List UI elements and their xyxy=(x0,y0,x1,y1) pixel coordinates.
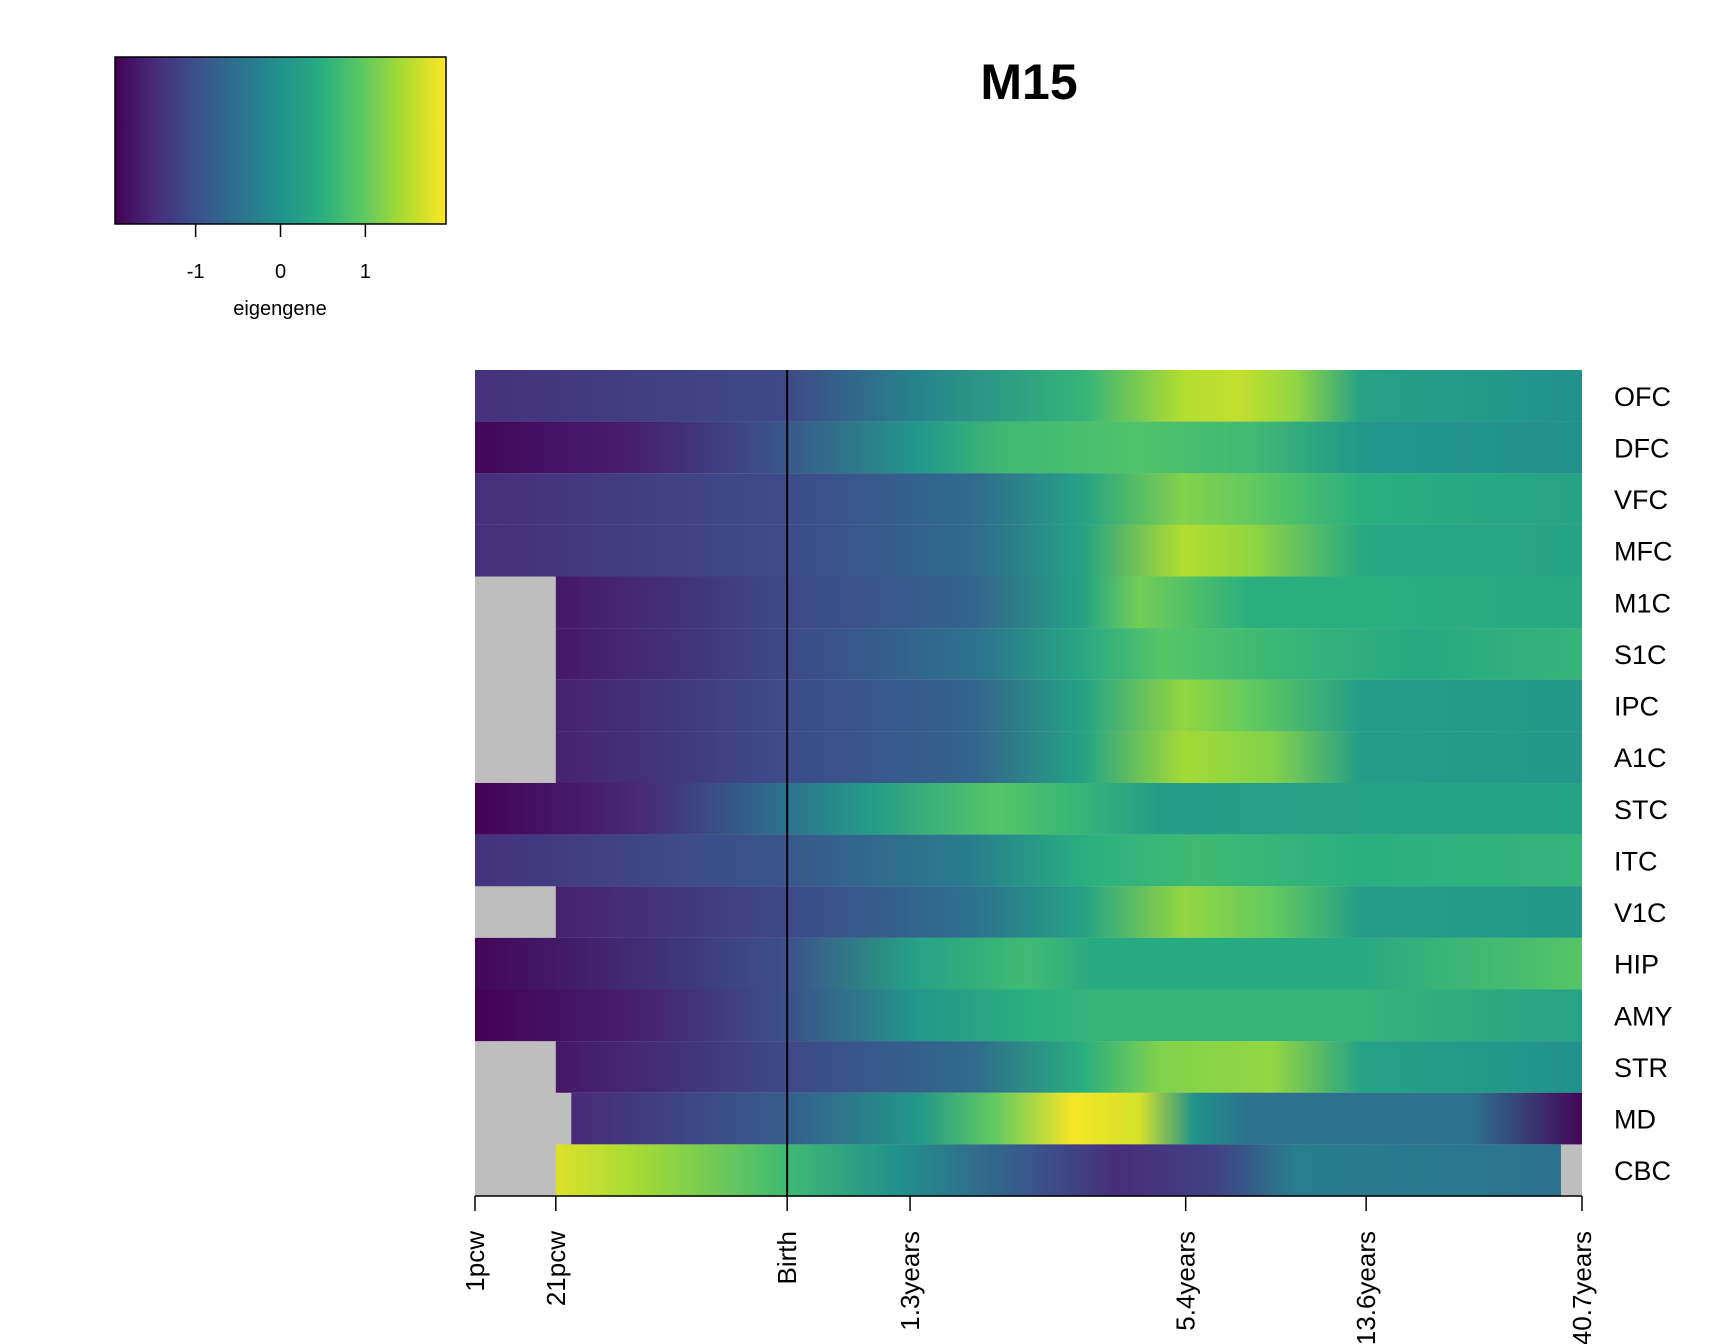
heatmap-row-md xyxy=(571,1092,1582,1145)
heatmap-row-amy xyxy=(475,989,1582,1042)
heatmap-row-ipc xyxy=(555,679,1582,732)
heatmap-row-str xyxy=(555,1041,1582,1094)
row-label-hip: HIP xyxy=(1614,950,1659,980)
heatmap-row-ofc xyxy=(475,370,1582,423)
x-tick-label: 40.7years xyxy=(1567,1231,1597,1344)
row-label-v1c: V1C xyxy=(1614,898,1667,928)
row-label-vfc: VFC xyxy=(1614,485,1668,515)
row-label-a1c: A1C xyxy=(1614,743,1667,773)
heatmap-row-a1c xyxy=(555,731,1582,784)
colorbar-label: eigengene xyxy=(233,298,326,320)
row-label-str: STR xyxy=(1614,1053,1668,1083)
colorbar-tick-label: 0 xyxy=(275,261,286,283)
colorbar-gradient xyxy=(114,56,447,225)
x-tick-label: 1pcw xyxy=(460,1231,490,1292)
colorbar-legend: -1 0 1 eigengene xyxy=(114,56,447,320)
row-label-mfc: MFC xyxy=(1614,537,1672,567)
colorbar-tick-label: 1 xyxy=(360,261,371,283)
x-tick-label: Birth xyxy=(772,1231,802,1284)
x-tick-label: 21pcw xyxy=(541,1231,571,1306)
chart-title: M15 xyxy=(980,54,1077,110)
heatmap-row-vfc xyxy=(475,473,1582,526)
x-tick-label: 1.3years xyxy=(895,1231,925,1331)
row-label-cbc: CBC xyxy=(1614,1156,1671,1186)
row-label-dfc: DFC xyxy=(1614,433,1670,463)
heatmap-row-mfc xyxy=(475,524,1582,578)
row-label-stc: STC xyxy=(1614,795,1668,825)
row-label-m1c: M1C xyxy=(1614,588,1671,618)
heatmap-row-cbc xyxy=(555,1144,1561,1197)
colorbar-tick-label: -1 xyxy=(187,261,205,283)
heatmap-row-hip xyxy=(475,937,1582,991)
heatmap-grid xyxy=(475,370,1582,1197)
heatmap-row-m1c xyxy=(555,576,1582,629)
heatmap-row-v1c xyxy=(555,886,1582,939)
heatmap-row-stc xyxy=(475,783,1582,836)
row-label-md: MD xyxy=(1614,1105,1656,1135)
heatmap-row-s1c xyxy=(555,628,1582,681)
x-tick-label: 13.6years xyxy=(1351,1231,1381,1344)
row-label-s1c: S1C xyxy=(1614,640,1667,670)
row-label-itc: ITC xyxy=(1614,846,1658,876)
heatmap-row-itc xyxy=(475,834,1582,887)
row-label-ipc: IPC xyxy=(1614,692,1659,722)
row-label-ofc: OFC xyxy=(1614,382,1671,412)
x-tick-label: 5.4years xyxy=(1171,1231,1201,1331)
row-labels: OFC DFC VFC MFC M1C S1C IPC A1C STC ITC V1C HIP AMY S… xyxy=(1614,382,1673,1186)
heatmap-row-dfc xyxy=(475,421,1582,474)
x-axis: 1pcw 21pcw Birth 1.3years 5.4years 13.6years 4… xyxy=(460,1195,1597,1344)
row-label-amy: AMY xyxy=(1614,1001,1673,1031)
